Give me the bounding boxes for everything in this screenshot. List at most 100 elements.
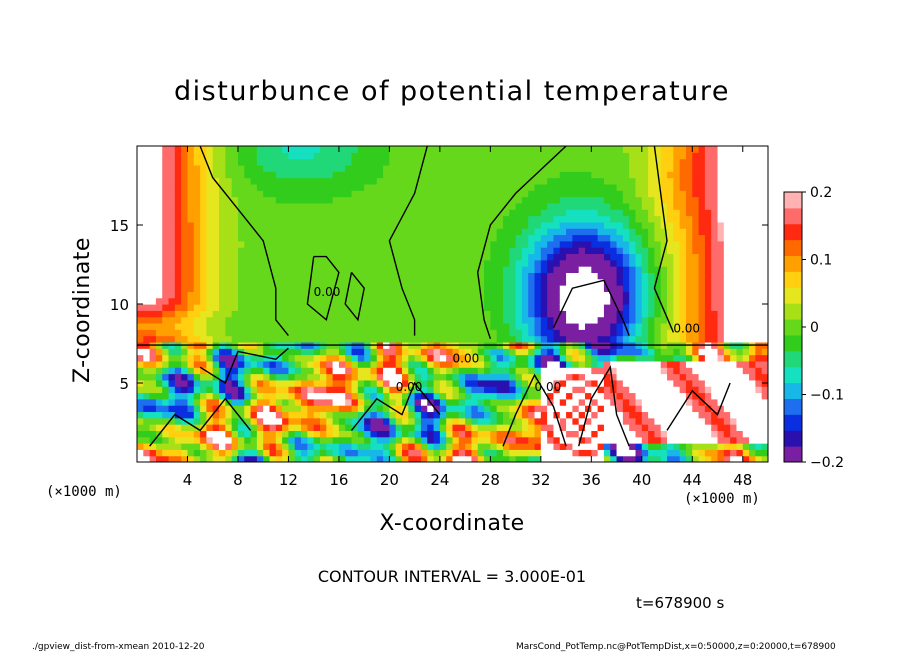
field-cell [389,202,397,210]
field-cell [521,354,529,362]
field-cell [256,335,264,343]
field-cell [181,392,189,400]
field-cell [206,202,214,210]
field-cell [566,379,573,387]
field-cell [547,322,555,330]
field-cell [351,455,359,462]
field-cell [231,329,239,337]
field-cell [578,266,586,273]
field-cell [420,405,428,413]
field-cell [610,209,618,217]
field-cell [420,297,428,305]
field-cell [137,146,144,153]
field-cell [332,202,340,210]
field-cell [471,190,479,198]
field-cell [332,146,340,153]
field-cell [326,247,334,255]
field-cell [231,386,239,394]
field-cell [237,329,245,337]
field-cell [383,240,390,248]
field-cell [345,234,353,242]
field-cell [704,215,712,223]
field-cell [641,310,649,318]
field-cell [528,228,536,236]
field-cell [534,379,542,387]
field-cell [641,392,649,400]
field-cell [389,392,397,400]
field-cell [559,177,567,185]
field-cell [200,455,208,462]
field-cell [231,177,239,185]
field-cell [496,405,504,413]
field-cell [648,310,656,318]
field-cell [307,152,315,160]
field-cell [622,215,630,223]
field-cell [143,398,151,406]
field-cell [660,310,668,318]
field-cell [635,209,643,217]
field-cell [187,335,195,343]
field-cell [685,455,693,462]
field-cell [351,392,359,400]
field-cell [667,259,674,267]
field-cell [629,392,637,400]
field-cell [736,240,744,248]
field-cell [137,360,144,368]
field-cell [648,335,656,343]
field-cell [572,379,580,387]
field-cell [704,177,712,185]
field-cell [465,209,473,217]
field-cell [313,354,321,362]
field-cell [319,392,327,400]
field-cell [301,405,308,413]
field-cell [193,424,201,431]
field-cell [471,234,479,242]
field-cell [338,240,346,248]
field-cell [319,316,327,324]
field-cell [502,228,510,236]
field-cell [351,247,359,255]
field-cell [458,183,466,191]
field-cell [357,259,365,267]
field-cell [143,152,151,160]
field-cell [673,196,681,204]
field-cell [420,310,428,318]
field-cell [566,202,573,210]
field-cell [370,367,378,375]
field-cell [269,329,277,337]
field-cell [307,424,315,431]
field-cell [383,247,390,255]
field-cell [622,360,630,368]
field-cell [641,285,649,292]
field-cell [219,209,226,217]
field-cell [237,291,245,299]
field-cell [181,247,189,255]
field-cell [427,215,435,223]
field-cell [263,360,271,368]
field-cell [269,190,277,198]
field-cell [408,190,416,198]
field-cell [572,221,580,229]
field-cell [547,360,555,368]
field-cell [345,171,353,179]
field-cell [200,449,208,457]
field-cell [616,177,624,185]
field-cell [231,234,239,242]
field-cell [162,373,170,381]
field-cell [149,360,157,368]
field-cell [275,221,283,229]
field-cell [420,386,428,394]
field-cell [515,373,523,381]
field-cell [244,443,252,450]
field-cell [313,322,321,330]
field-cell [168,329,176,337]
field-cell [723,354,731,362]
field-cell [591,405,599,413]
field-cell [256,424,264,431]
field-cell [174,329,182,337]
field-cell [704,285,712,292]
field-cell [648,398,656,406]
field-cell [610,322,618,330]
field-cell [212,436,220,444]
field-cell [256,209,264,217]
